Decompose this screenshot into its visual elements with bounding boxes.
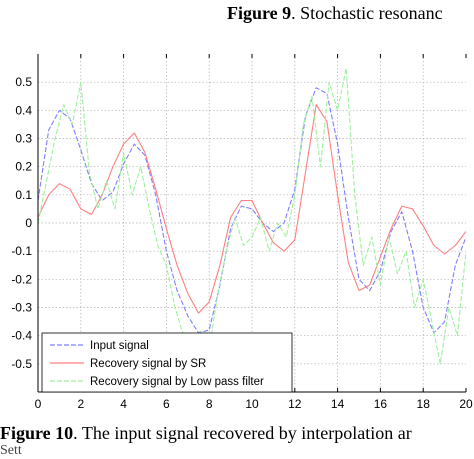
y-tick-label-5: 0 <box>25 216 32 230</box>
x-tick-label-5: 10 <box>245 397 259 411</box>
y-tick-label-6: -0.1 <box>11 244 32 258</box>
x-tick-label-4: 8 <box>206 397 213 411</box>
x-tick-label-7: 14 <box>331 397 345 411</box>
figure-9-label: Figure 9 <box>227 3 292 23</box>
legend-label-0: Input signal <box>90 340 149 352</box>
x-tick-label-0: 0 <box>35 397 42 411</box>
x-tick-label-10: 20 <box>459 397 473 411</box>
figure-10-label: Figure 10 <box>0 423 74 443</box>
series-line-2 <box>38 67 466 365</box>
legend-label-2: Recovery signal by Low pass filter <box>90 376 264 388</box>
y-tick-label-4: 0.1 <box>15 188 32 202</box>
figure-10-text: . The input signal recovered by interpol… <box>73 423 412 443</box>
legend-label-1: Recovery signal by SR <box>90 358 206 370</box>
figure-9-text: . Stochastic resonanc <box>291 3 443 23</box>
x-tick-label-2: 4 <box>120 397 127 411</box>
y-tick-label-2: 0.3 <box>15 132 32 146</box>
y-tick-label-1: 0.4 <box>15 103 32 117</box>
y-tick-label-8: -0.3 <box>11 301 32 315</box>
caption-continuation: Sett <box>0 443 22 458</box>
y-tick-label-9: -0.4 <box>11 329 32 343</box>
x-tick-label-6: 12 <box>288 397 302 411</box>
x-tick-label-8: 16 <box>374 397 388 411</box>
series-line-0 <box>38 87 466 334</box>
y-tick-label-3: 0.2 <box>15 160 32 174</box>
series-group <box>38 67 466 365</box>
x-tick-label-1: 2 <box>77 397 84 411</box>
figure-9-caption: Figure 9. Stochastic resonanc <box>227 3 443 24</box>
y-tick-label-0: 0.5 <box>15 75 32 89</box>
series-line-1 <box>38 104 466 314</box>
figure-10-caption: Figure 10. The input signal recovered by… <box>0 423 412 444</box>
y-tick-label-7: -0.2 <box>11 272 32 286</box>
x-tick-label-3: 6 <box>163 397 170 411</box>
x-tick-label-9: 18 <box>417 397 431 411</box>
y-tick-label-10: -0.5 <box>11 357 32 371</box>
